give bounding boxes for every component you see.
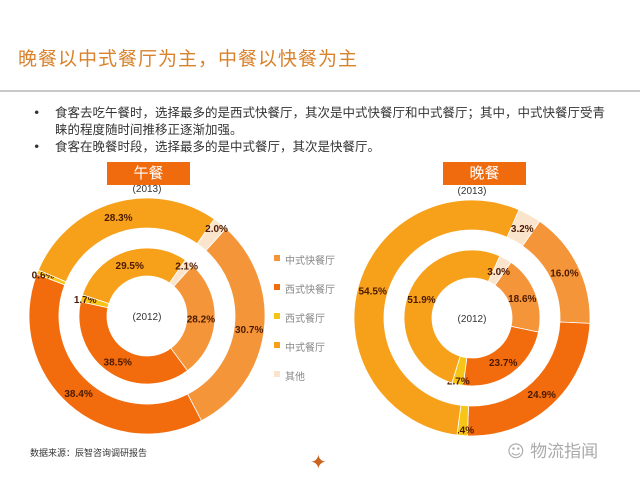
data-source: 数据来源：辰智咨询调研报告: [30, 449, 148, 459]
donut-slice: [196, 218, 227, 252]
data-label: 2.1%: [175, 262, 198, 273]
legend-item: 中式餐厅: [274, 339, 335, 368]
bullet-item: 食客在晚餐时段，选择最多的是中式餐厅，其次是快餐厅。: [33, 138, 615, 155]
data-label: 29.5%: [116, 261, 144, 272]
wechat-icon: ☺: [507, 442, 531, 462]
donut-slice: [506, 209, 541, 247]
donut-slice: [353, 199, 520, 436]
donut-slice: [462, 325, 539, 387]
legend-swatch: [274, 371, 280, 377]
legend-swatch: [274, 255, 280, 261]
lunch-badge: 午餐: [107, 162, 190, 185]
data-label: 51.9%: [407, 295, 435, 306]
data-label: 3.2%: [511, 224, 534, 235]
data-label: 3.0%: [487, 267, 510, 278]
data-label: 0.6%: [32, 270, 55, 281]
legend-item: 西式餐厅: [274, 310, 335, 339]
donut-slice: [78, 301, 188, 385]
legend: 中式快餐厅 西式快餐厅 西式餐厅 中式餐厅 其他: [274, 252, 335, 397]
data-label: 1.4%: [451, 426, 474, 437]
donut-slice: [403, 249, 501, 384]
legend-item: 西式快餐厅: [274, 281, 335, 310]
bullet-list: 食客去吃午餐时，选择最多的是西式快餐厅，其次是中式快餐厅和中式餐厅；其中，中式快…: [33, 104, 615, 155]
data-label: 38.5%: [104, 357, 132, 368]
donut-slice: [81, 247, 187, 304]
bullet-item: 食客去吃午餐时，选择最多的是西式快餐厅，其次是中式快餐厅和中式餐厅；其中，中式快…: [33, 104, 615, 138]
data-label: 1.7%: [74, 295, 97, 306]
data-label: 38.4%: [64, 389, 92, 400]
donut-slice: [169, 259, 194, 287]
legend-swatch: [274, 284, 280, 290]
legend-label: 其他: [285, 372, 305, 383]
data-label: 2.0%: [205, 224, 228, 235]
ring-year-label: (2013): [458, 186, 487, 197]
legend-swatch: [274, 342, 280, 348]
ring-year-label: (2013): [133, 184, 162, 195]
legend-label: 西式快餐厅: [285, 285, 335, 296]
legend-label: 西式餐厅: [285, 314, 325, 325]
title-divider: [0, 90, 640, 92]
watermark-text: 物流指闻: [530, 442, 599, 462]
data-label: 28.2%: [187, 315, 215, 326]
donut-slice: [487, 255, 512, 286]
ring-year-label: (2012): [133, 312, 162, 323]
legend-swatch: [274, 313, 280, 319]
legend-item: 其他: [274, 368, 335, 397]
watermark: ☺ 物流指闻: [507, 437, 598, 462]
legend-label: 中式快餐厅: [285, 256, 335, 267]
legend-item: 中式快餐厅: [274, 252, 335, 281]
data-label: 24.9%: [528, 390, 556, 401]
ring-year-label: (2012): [458, 314, 487, 325]
data-label: 54.5%: [359, 287, 387, 298]
legend-label: 中式餐厅: [285, 343, 325, 354]
data-label: 2.7%: [447, 377, 470, 388]
dinner-badge: 晚餐: [443, 162, 526, 185]
data-label: 23.7%: [489, 358, 517, 369]
data-label: 28.3%: [104, 213, 132, 224]
star-ornament-icon: ✦: [310, 450, 327, 474]
data-label: 16.0%: [550, 269, 578, 280]
data-label: 30.7%: [235, 325, 263, 336]
slide-title: 晚餐以中式餐厅为主，中餐以快餐为主: [18, 48, 359, 70]
data-label: 18.6%: [508, 294, 536, 305]
